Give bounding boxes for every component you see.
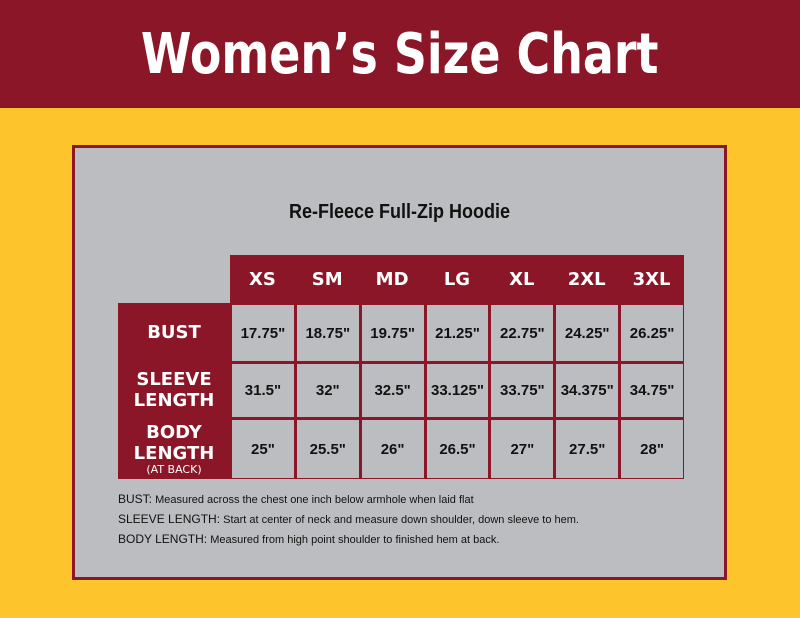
table-cell: 24.25" — [556, 305, 619, 361]
table-cell: 18.75" — [296, 305, 359, 361]
table-cell: 26.5" — [426, 420, 489, 478]
table-cell: 32" — [296, 364, 359, 417]
size-header-row: XS SM MD LG XL 2XL 3XL — [230, 255, 684, 303]
table-cell: 33.125" — [426, 364, 489, 417]
size-header-md: MD — [375, 268, 409, 290]
table-cell: 26.25" — [621, 305, 683, 361]
table-cell: 32.5" — [361, 364, 424, 417]
measurement-notes: BUST: Measured across the chest one inch… — [118, 490, 579, 550]
table-cell: 17.75" — [232, 305, 294, 361]
row-label-text: BODY LENGTH — [133, 421, 215, 464]
table-cell: 21.25" — [426, 305, 489, 361]
header-banner: Women’s Size Chart — [0, 0, 800, 108]
note-term: BUST: — [118, 492, 153, 506]
table-cell: 19.75" — [361, 305, 424, 361]
row-label: BODY LENGTH (AT BACK) — [118, 418, 230, 479]
size-chart-panel: Re-Fleece Full-Zip Hoodie XS SM MD LG XL 2XL 3… — [72, 145, 727, 580]
page-title: Women’s Size Chart — [141, 21, 659, 87]
size-table-body: 17.75" 18.75" 19.75" 21.25" 22.75" 24.25" 26.2… — [230, 303, 684, 479]
table-cell: 34.75" — [621, 364, 683, 417]
note-line: BODY LENGTH: Measured from high point sh… — [118, 530, 579, 550]
note-term: BODY LENGTH: — [118, 532, 208, 546]
row-label: BUST — [118, 303, 230, 362]
size-header-sm: SM — [311, 268, 343, 290]
table-cell: 27" — [491, 420, 554, 478]
size-header-3xl: 3XL — [632, 268, 671, 290]
note-text: Measured across the chest one inch below… — [152, 494, 474, 506]
row-label-text: BUST — [147, 322, 201, 343]
note-text: Measured from high point shoulder to fin… — [207, 534, 500, 546]
size-header-xl: XL — [509, 268, 535, 290]
size-header-2xl: 2XL — [567, 268, 606, 290]
row-sublabel: (AT BACK) — [146, 462, 202, 476]
table-cell: 25" — [232, 420, 294, 478]
size-header-xs: XS — [248, 268, 276, 290]
note-line: SLEEVE LENGTH: Start at center of neck a… — [118, 510, 579, 530]
table-cell: 26" — [361, 420, 424, 478]
note-text: Start at center of neck and measure down… — [220, 514, 579, 526]
table-cell: 25.5" — [296, 420, 359, 478]
note-line: BUST: Measured across the chest one inch… — [118, 490, 579, 510]
table-cell: 34.375" — [556, 364, 619, 417]
table-cell: 33.75" — [491, 364, 554, 417]
table-cell: 28" — [621, 420, 683, 478]
note-term: SLEEVE LENGTH: — [118, 512, 221, 526]
table-cell: 27.5" — [556, 420, 619, 478]
row-label-text: SLEEVE LENGTH — [133, 369, 215, 411]
size-header-lg: LG — [443, 268, 471, 290]
product-title: Re-Fleece Full-Zip Hoodie — [288, 201, 511, 223]
row-label: SLEEVE LENGTH — [118, 362, 230, 418]
table-cell: 22.75" — [491, 305, 554, 361]
measurement-label-column: BUST SLEEVE LENGTH BODY LENGTH (AT BACK) — [118, 303, 230, 479]
table-cell: 31.5" — [232, 364, 294, 417]
